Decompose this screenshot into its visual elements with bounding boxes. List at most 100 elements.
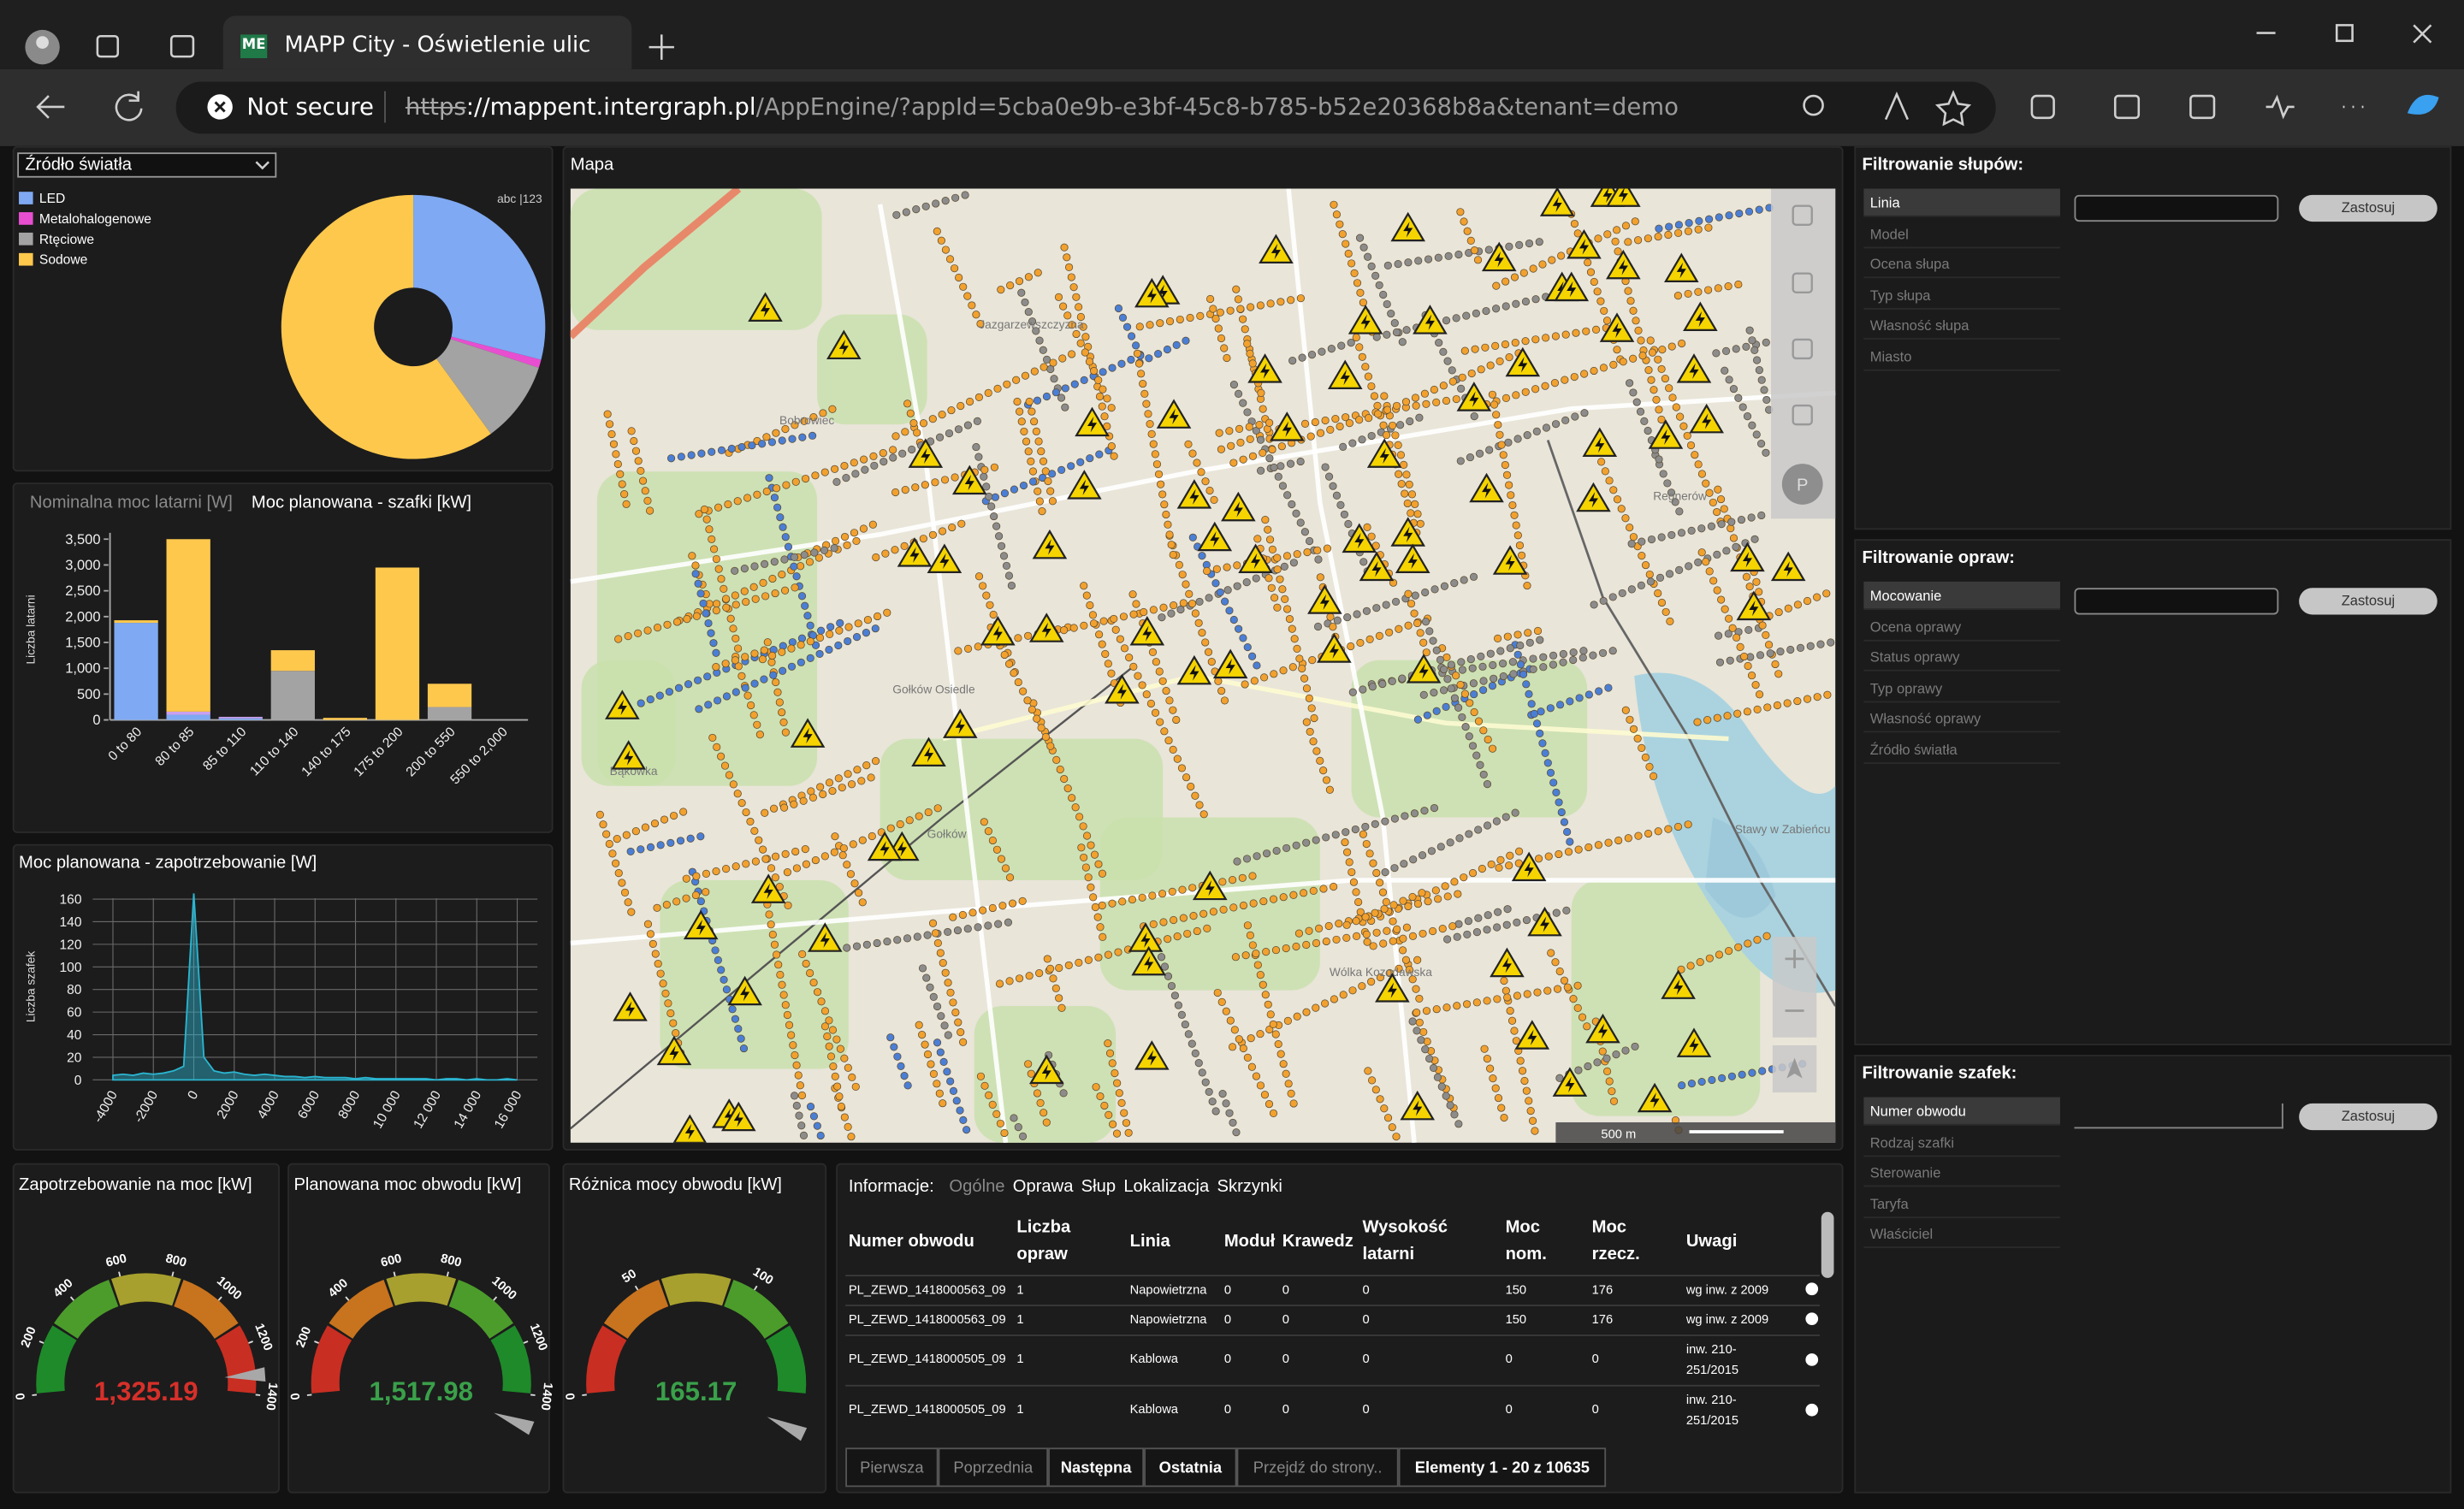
light-point[interactable] — [844, 623, 853, 631]
light-point[interactable] — [1744, 661, 1752, 671]
light-point[interactable] — [1162, 686, 1170, 695]
light-point[interactable] — [1439, 382, 1448, 390]
light-point[interactable] — [1666, 617, 1674, 625]
light-point[interactable] — [1209, 908, 1217, 916]
light-point[interactable] — [733, 790, 742, 798]
light-point[interactable] — [1644, 426, 1652, 435]
light-point[interactable] — [836, 1044, 844, 1053]
light-point[interactable] — [1406, 417, 1414, 426]
light-point[interactable] — [1152, 460, 1162, 469]
light-point[interactable] — [811, 471, 820, 480]
light-point[interactable] — [1520, 1076, 1529, 1086]
light-point[interactable] — [1490, 674, 1498, 683]
light-point[interactable] — [898, 449, 907, 458]
light-point[interactable] — [1725, 211, 1733, 220]
light-point[interactable] — [946, 988, 955, 997]
light-point[interactable] — [734, 662, 743, 671]
light-point[interactable] — [1413, 956, 1422, 964]
light-point[interactable] — [1665, 222, 1673, 231]
light-point[interactable] — [867, 773, 875, 782]
light-point[interactable] — [691, 570, 700, 578]
light-point[interactable] — [1721, 346, 1731, 355]
light-point[interactable] — [1557, 252, 1566, 260]
light-point[interactable] — [893, 936, 902, 944]
light-point[interactable] — [1555, 1074, 1564, 1082]
light-point[interactable] — [896, 820, 904, 829]
light-point[interactable] — [1007, 581, 1016, 590]
light-point[interactable] — [1382, 601, 1390, 609]
light-point[interactable] — [1159, 603, 1168, 612]
light-point[interactable] — [949, 998, 957, 1007]
light-point[interactable] — [1505, 861, 1513, 870]
light-point[interactable] — [1170, 601, 1178, 610]
light-point[interactable] — [1505, 353, 1513, 362]
light-point[interactable] — [1475, 449, 1484, 458]
light-point[interactable] — [1529, 264, 1537, 273]
light-point[interactable] — [1347, 339, 1355, 347]
light-point[interactable] — [755, 731, 764, 739]
light-point[interactable] — [753, 490, 761, 499]
light-point[interactable] — [1600, 306, 1608, 316]
light-point[interactable] — [737, 442, 746, 452]
light-point[interactable] — [787, 1031, 796, 1039]
light-point[interactable] — [850, 459, 858, 467]
light-point[interactable] — [649, 939, 657, 949]
light-point[interactable] — [1024, 631, 1033, 640]
light-point[interactable] — [1760, 386, 1768, 394]
light-point[interactable] — [1085, 358, 1094, 366]
light-point[interactable] — [695, 705, 703, 713]
light-point[interactable] — [798, 433, 807, 441]
light-point[interactable] — [1736, 642, 1744, 651]
light-point[interactable] — [773, 688, 782, 696]
light-point[interactable] — [1458, 713, 1466, 722]
light-point[interactable] — [1105, 1110, 1113, 1119]
apply-button[interactable]: Zastosuj — [2299, 1103, 2437, 1131]
light-point[interactable] — [599, 820, 607, 829]
light-point[interactable] — [771, 873, 779, 882]
light-point[interactable] — [770, 940, 779, 949]
light-point[interactable] — [1283, 491, 1292, 500]
light-point[interactable] — [1598, 1047, 1607, 1056]
light-point[interactable] — [806, 621, 814, 630]
light-point[interactable] — [1355, 416, 1364, 424]
light-point[interactable] — [982, 482, 991, 491]
light-point[interactable] — [1267, 583, 1276, 592]
light-point[interactable] — [889, 453, 897, 462]
light-point[interactable] — [1584, 843, 1593, 852]
light-point[interactable] — [1488, 390, 1497, 399]
light-point[interactable] — [1634, 326, 1643, 334]
light-point[interactable] — [641, 487, 649, 495]
light-point[interactable] — [1813, 593, 1821, 601]
light-point[interactable] — [834, 641, 843, 650]
light-point[interactable] — [797, 634, 807, 642]
light-point[interactable] — [1502, 470, 1512, 479]
light-point[interactable] — [1221, 597, 1229, 606]
light-point[interactable] — [1302, 718, 1311, 726]
light-point[interactable] — [1194, 1059, 1203, 1068]
light-point[interactable] — [1470, 689, 1478, 699]
light-point[interactable] — [1076, 458, 1085, 466]
light-point[interactable] — [731, 566, 739, 575]
light-point[interactable] — [999, 552, 1009, 560]
light-point[interactable] — [1132, 341, 1140, 350]
chart-tab[interactable]: Nominalna moc latarni [W] — [29, 493, 233, 513]
light-point[interactable] — [646, 930, 654, 938]
light-point[interactable] — [1419, 929, 1427, 938]
light-point[interactable] — [616, 470, 625, 478]
light-point[interactable] — [1649, 772, 1658, 780]
light-point[interactable] — [1012, 376, 1021, 384]
light-point[interactable] — [1239, 901, 1248, 910]
light-point[interactable] — [758, 440, 767, 448]
light-point[interactable] — [815, 649, 824, 659]
light-point[interactable] — [1555, 701, 1565, 709]
light-point[interactable] — [990, 512, 998, 521]
light-point[interactable] — [1609, 360, 1618, 369]
light-point[interactable] — [820, 1007, 830, 1015]
light-point[interactable] — [751, 595, 760, 603]
light-point[interactable] — [940, 1021, 949, 1030]
light-point[interactable] — [1033, 396, 1042, 405]
light-point[interactable] — [1827, 638, 1835, 647]
light-point[interactable] — [1516, 641, 1525, 650]
light-point[interactable] — [1147, 429, 1156, 438]
light-point[interactable] — [1655, 405, 1663, 414]
